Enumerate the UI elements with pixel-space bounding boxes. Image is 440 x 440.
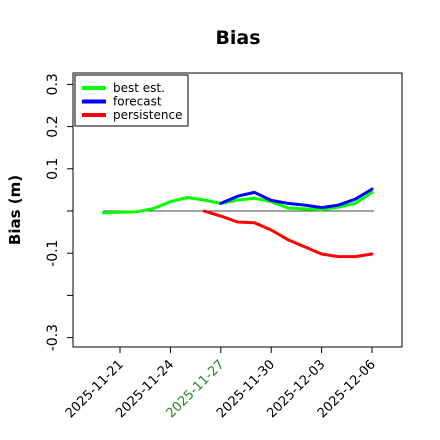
chart-title: Bias xyxy=(215,27,260,49)
y-tick-label: 0.3 xyxy=(45,73,61,95)
legend-label: forecast xyxy=(113,95,162,109)
y-tick-label: -0.3 xyxy=(45,324,61,351)
series-line-best-est- xyxy=(101,190,374,215)
y-axis-label: Bias (m) xyxy=(6,175,24,245)
y-tick-label: 0.2 xyxy=(45,115,61,137)
plot-area xyxy=(72,72,403,348)
legend-label: best est. xyxy=(113,81,165,95)
legend-label: persistence xyxy=(113,108,182,122)
legend-box xyxy=(74,74,189,127)
series-line-persistence xyxy=(202,209,374,259)
y-tick-label: -0.1 xyxy=(45,240,61,267)
y-tick-label: 0.1 xyxy=(45,158,61,180)
series-line-forecast xyxy=(219,187,374,210)
